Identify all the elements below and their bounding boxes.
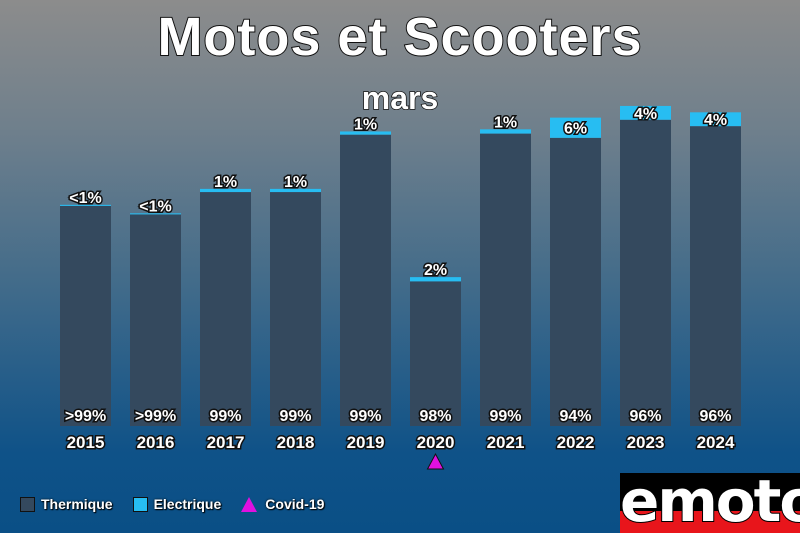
logo-red-band — [620, 511, 800, 533]
bar-electrique-2019 — [340, 131, 391, 135]
covid-triangle-icon — [241, 496, 258, 512]
legend-item-electrique: Electrique — [132, 496, 222, 512]
bar-thermique-2021 — [480, 133, 531, 427]
top-label-2018: 1% — [284, 174, 307, 191]
bottom-label-2016: >99% — [135, 408, 176, 425]
legend-swatch-thermique — [20, 496, 35, 512]
chart-title: Motos et Scooters — [156, 6, 643, 68]
bottom-label-2019: 99% — [349, 408, 381, 425]
bottom-label-2024: 96% — [699, 408, 731, 425]
bar-electrique-2023 — [620, 105, 671, 120]
top-label-2019: 1% — [354, 116, 377, 133]
bottom-label-2022: 94% — [559, 408, 591, 425]
bar-thermique-2017 — [200, 192, 251, 426]
covid-marker-2020 — [426, 452, 445, 470]
x-tick-label-2023: 2023 — [627, 433, 665, 452]
bar-electrique-2018 — [270, 188, 321, 193]
bar-thermique-2022 — [550, 137, 601, 426]
bottom-label-2021: 99% — [489, 408, 521, 425]
bar-thermique-2020 — [410, 281, 461, 426]
x-tick-label-2022: 2022 — [557, 433, 595, 452]
bottom-label-2023: 96% — [629, 408, 661, 425]
bar-electrique-2021 — [480, 129, 531, 134]
x-tick-label-2024: 2024 — [697, 433, 735, 452]
bottom-label-2017: 99% — [209, 408, 241, 425]
bar-electrique-2022 — [550, 117, 601, 138]
bar-thermique-2023 — [620, 119, 671, 426]
x-tick-label-2019: 2019 — [347, 433, 385, 452]
x-tick-label-2021: 2021 — [487, 433, 525, 452]
top-label-2023: 4% — [634, 106, 657, 123]
chart-subtitle: mars — [361, 79, 439, 117]
top-label-2024: 4% — [704, 112, 727, 129]
legend-item-thermique: Thermique — [20, 496, 113, 512]
bottom-label-2018: 99% — [279, 408, 311, 425]
top-label-2020: 2% — [424, 262, 447, 279]
legend-swatch-electrique — [132, 496, 148, 512]
bar-thermique-2015 — [60, 205, 111, 426]
top-label-2017: 1% — [214, 174, 237, 191]
logo-text: emoto — [620, 473, 800, 533]
bar-electrique-2017 — [200, 188, 251, 193]
bottom-label-2020: 98% — [419, 408, 451, 425]
bar-electrique-2020 — [410, 277, 461, 282]
x-tick-label-2017: 2017 — [207, 433, 245, 452]
bar-thermique-2016 — [130, 214, 181, 426]
legend-label-electrique: Electrique — [153, 496, 222, 512]
legend-label-covid: Covid-19 — [265, 496, 325, 512]
top-label-2015: <1% — [69, 190, 101, 207]
bar-electrique-2016 — [130, 213, 181, 215]
legend: Thermique Electrique Covid-19 — [20, 496, 344, 512]
x-tick-label-2020: 2020 — [417, 433, 455, 452]
bar-electrique-2024 — [690, 112, 741, 127]
top-label-2021: 1% — [494, 114, 517, 131]
bar-electrique-2015 — [60, 204, 111, 206]
x-tick-label-2018: 2018 — [277, 433, 315, 452]
emoto-logo[interactable]: emoto — [620, 473, 800, 533]
legend-label-thermique: Thermique — [41, 496, 113, 512]
bar-thermique-2019 — [340, 134, 391, 426]
bottom-label-2015: >99% — [65, 408, 106, 425]
x-tick-label-2016: 2016 — [137, 433, 175, 452]
top-label-2016: <1% — [139, 198, 171, 215]
top-label-2022: 6% — [564, 121, 587, 138]
bar-thermique-2018 — [270, 192, 321, 426]
legend-item-covid: Covid-19 — [241, 496, 324, 512]
x-tick-label-2015: 2015 — [67, 433, 105, 452]
bar-thermique-2024 — [690, 126, 741, 426]
